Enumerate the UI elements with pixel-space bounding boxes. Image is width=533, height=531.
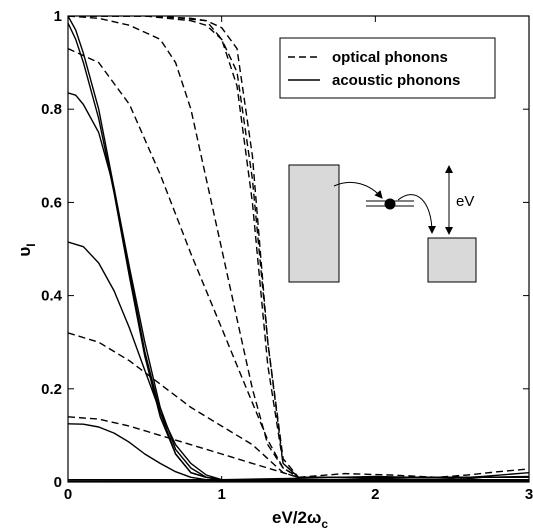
x-tick-label: 0 xyxy=(64,486,72,503)
x-axis-label-main: eV/2ω xyxy=(272,508,321,527)
optical-series-line-14 xyxy=(298,468,529,478)
optical-series-line-5 xyxy=(68,332,529,478)
inset-tunnel-out-arrow xyxy=(397,194,436,234)
inset-tunnel-in-arrow xyxy=(333,182,383,199)
inset-left-electrode xyxy=(288,164,340,283)
y-tick-label: 1 xyxy=(54,8,62,25)
acoustic-series-line-10 xyxy=(68,241,529,481)
x-axis-label: eV/2ωc xyxy=(272,508,328,531)
svg-text:υI: υI xyxy=(15,243,38,256)
acoustic-series-line-13 xyxy=(68,475,529,482)
optical-series-line-3 xyxy=(68,16,529,478)
inset-diagram: eV xyxy=(288,164,477,283)
optical-series-line-4 xyxy=(68,47,529,478)
legend-box xyxy=(279,37,496,99)
x-tick-label: 2 xyxy=(371,486,379,503)
y-axis-label-sub: I xyxy=(24,243,38,246)
x-axis-label-sub: c xyxy=(321,517,328,531)
legend-label-optical: optical phonons xyxy=(332,49,448,66)
legend: optical phonons acoustic phonons xyxy=(279,37,496,99)
y-tick-label: 0 xyxy=(54,474,62,491)
y-tick-label: 0.6 xyxy=(41,194,62,211)
legend-label-acoustic: acoustic phonons xyxy=(332,72,460,89)
x-tick-label: 3 xyxy=(525,486,533,503)
inset-electron-dot xyxy=(384,198,396,210)
inset-right-electrode xyxy=(427,237,477,283)
inset-bias-label: eV xyxy=(456,193,474,210)
y-tick-label: 0.2 xyxy=(41,381,62,398)
y-axis-label-main: υ xyxy=(15,247,34,257)
plot-frame xyxy=(67,15,530,483)
optical-series-line-6 xyxy=(68,416,529,478)
y-axis-label: υI xyxy=(15,243,38,256)
x-tick-label: 1 xyxy=(217,486,225,503)
acoustic-series-line-9 xyxy=(68,92,529,481)
y-tick-label: 0.8 xyxy=(41,101,62,118)
y-tick-label: 0.4 xyxy=(41,288,63,305)
